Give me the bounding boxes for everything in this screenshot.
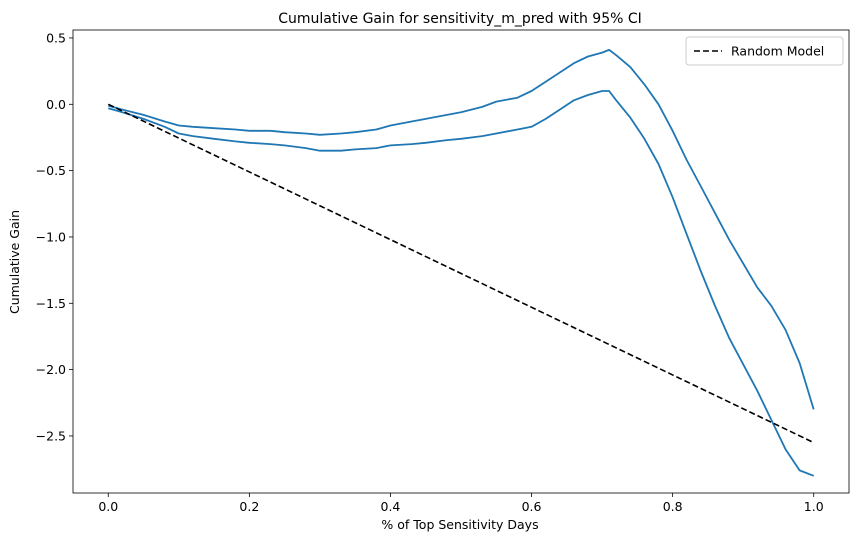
y-tick-label: −1.5 xyxy=(36,296,66,311)
series-layer xyxy=(107,49,815,477)
y-axis-label: Cumulative Gain xyxy=(7,210,22,314)
x-axis-ticks: 0.0 0.2 0.4 0.6 0.8 1.0 xyxy=(98,493,824,514)
y-tick-label: −2.0 xyxy=(36,362,66,377)
plot-area: 0.0 0.2 0.4 0.6 0.8 1.0 0.5 0.0 −0.5 −1.0 −1.5 −2.… xyxy=(36,29,850,514)
x-tick-label: 0.8 xyxy=(663,499,683,514)
x-tick-label: 0.0 xyxy=(98,499,118,514)
legend-random-model-label: Random Model xyxy=(731,44,824,59)
legend: Random Model xyxy=(685,36,844,66)
y-tick-label: 0.0 xyxy=(46,97,66,112)
series-line-lower-ci xyxy=(108,90,815,477)
x-tick-label: 0.2 xyxy=(239,499,259,514)
y-tick-label: −1.0 xyxy=(36,229,66,244)
series-line-upper-ci xyxy=(108,49,815,410)
y-tick-label: −0.5 xyxy=(36,163,66,178)
series-line-random-model xyxy=(107,103,815,444)
y-tick-label: −2.5 xyxy=(36,428,66,443)
legend-box xyxy=(685,36,844,66)
x-tick-label: 1.0 xyxy=(804,499,824,514)
x-tick-label: 0.4 xyxy=(381,499,401,514)
chart-title: Cumulative Gain for sensitivity_m_pred w… xyxy=(278,11,642,27)
y-axis-ticks: 0.5 0.0 −0.5 −1.0 −1.5 −2.0 −2.5 xyxy=(36,30,73,443)
y-tick-label: 0.5 xyxy=(46,30,66,45)
axes-frame xyxy=(72,29,850,494)
x-axis-label: % of Top Sensitivity Days xyxy=(381,517,538,532)
x-tick-label: 0.6 xyxy=(522,499,542,514)
